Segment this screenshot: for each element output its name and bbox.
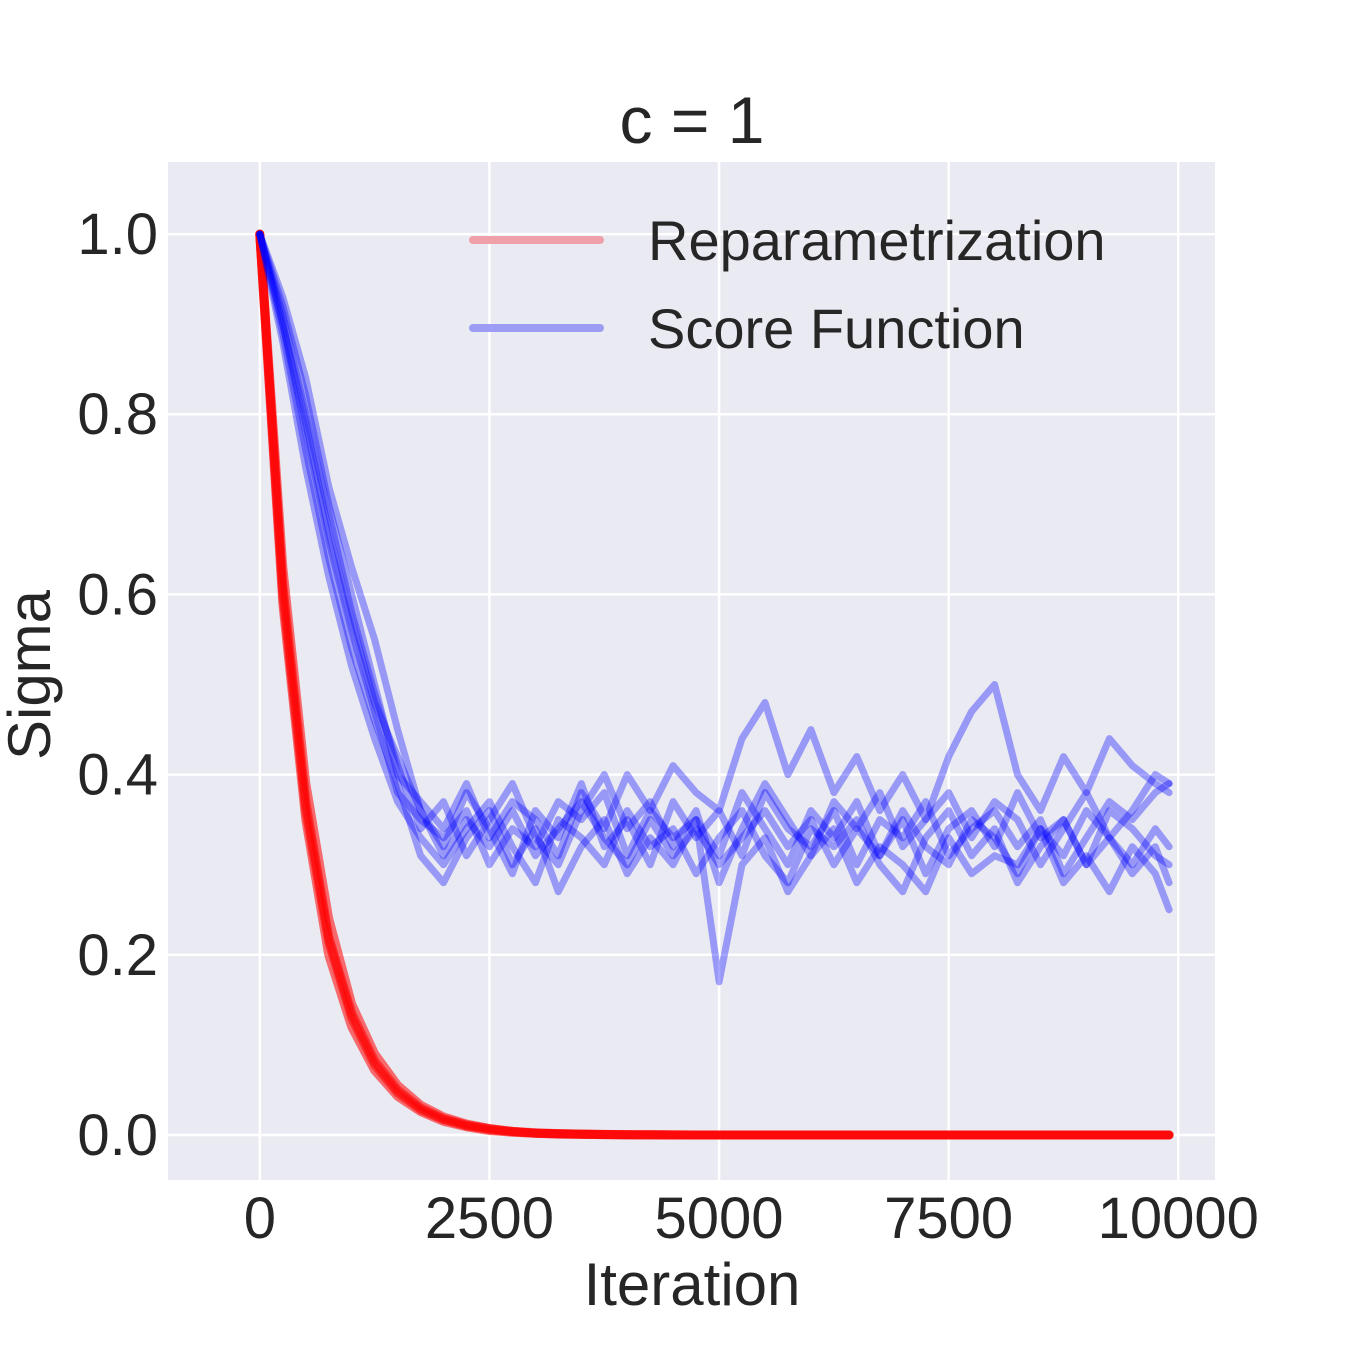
legend: Reparametrization Score Function	[469, 209, 1106, 360]
series-layer	[255, 229, 1174, 1140]
legend-label: Score Function	[648, 297, 1025, 360]
score-function-line	[256, 230, 1173, 887]
score-function-line	[256, 230, 1173, 878]
y-tick-label: 0.6	[77, 562, 158, 627]
x-tick-label: 10000	[1098, 1186, 1259, 1251]
y-tick-label: 0.4	[77, 743, 158, 808]
tick-labels: 0 2500 5000 7500 10000 0.0 0.2 0.4 0.6 0.8 1.0	[77, 202, 1259, 1251]
y-tick-label: 0.0	[77, 1103, 158, 1168]
y-tick-label: 0.8	[77, 382, 158, 447]
y-axis-label: Sigma	[0, 589, 63, 760]
x-tick-label: 0	[244, 1186, 276, 1251]
y-tick-label: 1.0	[77, 202, 158, 267]
x-tick-label: 7500	[884, 1186, 1013, 1251]
score-function-line	[256, 230, 1173, 878]
grid	[168, 162, 1215, 1180]
score-function-line	[256, 230, 1173, 986]
x-axis-label: Iteration	[584, 1251, 801, 1318]
legend-label: Reparametrization	[648, 209, 1106, 272]
reparametrization-line	[255, 229, 1174, 1140]
score-function-line	[256, 230, 1173, 860]
y-tick-label: 0.2	[77, 923, 158, 988]
x-tick-label: 2500	[425, 1186, 554, 1251]
score-function-line	[256, 230, 1173, 878]
chart-title: c = 1	[620, 83, 765, 157]
x-tick-label: 5000	[655, 1186, 784, 1251]
score-function-line	[256, 230, 1173, 896]
